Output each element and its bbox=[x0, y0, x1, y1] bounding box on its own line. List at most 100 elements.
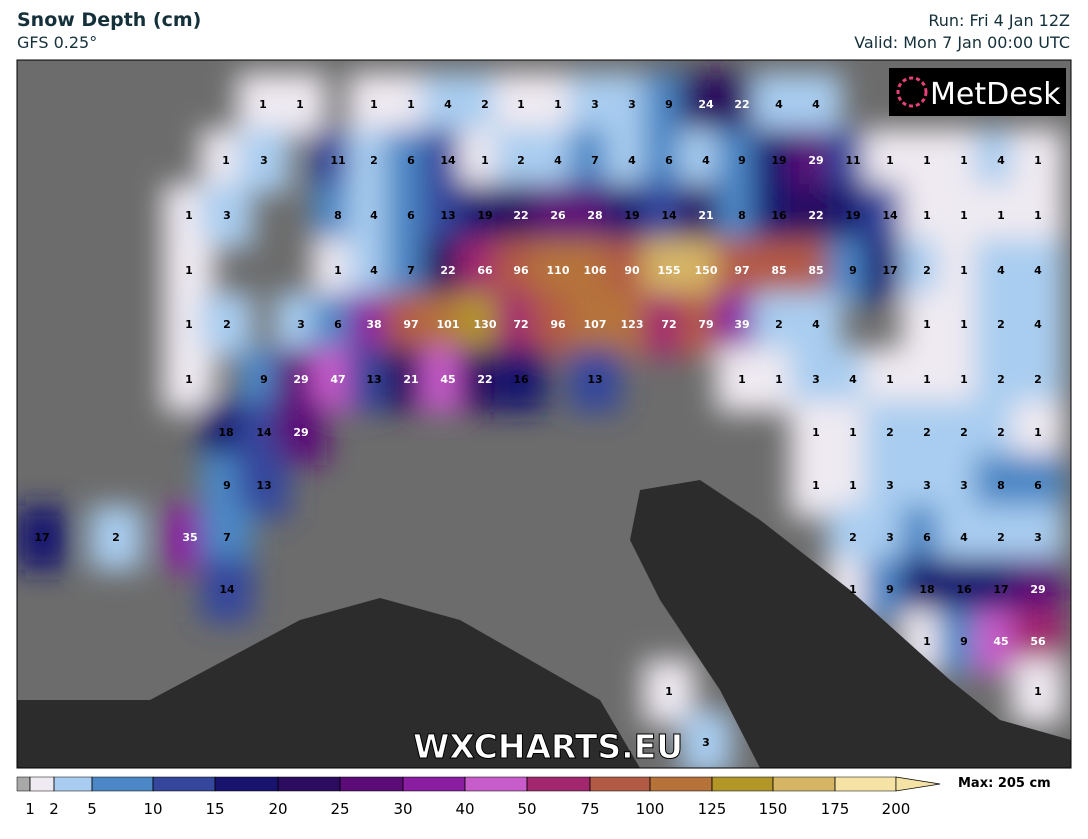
snow-cell bbox=[790, 73, 842, 137]
depth-label: 4 bbox=[812, 318, 820, 331]
depth-label: 2 bbox=[997, 318, 1005, 331]
depth-label: 3 bbox=[923, 479, 931, 492]
colorbar-segment bbox=[526, 776, 591, 792]
colorbar-under bbox=[16, 776, 31, 792]
depth-label: 6 bbox=[407, 209, 415, 222]
depth-label: 45 bbox=[993, 635, 1008, 648]
snow-cell bbox=[1012, 660, 1064, 724]
depth-label: 29 bbox=[808, 154, 823, 167]
depth-label: 39 bbox=[734, 318, 749, 331]
depth-label: 1 bbox=[960, 318, 968, 331]
depth-label: 21 bbox=[698, 209, 713, 222]
depth-label: 4 bbox=[960, 531, 968, 544]
depth-label: 17 bbox=[882, 264, 897, 277]
depth-label: 1 bbox=[185, 373, 193, 386]
depth-label: 47 bbox=[330, 373, 345, 386]
depth-label: 3 bbox=[260, 154, 268, 167]
depth-label: 1 bbox=[960, 373, 968, 386]
depth-label: 4 bbox=[775, 98, 783, 111]
depth-label: 22 bbox=[808, 209, 823, 222]
max-label: Max: 205 cm bbox=[958, 776, 1051, 791]
depth-label: 1 bbox=[849, 583, 857, 596]
depth-label: 1 bbox=[849, 479, 857, 492]
snow-cell bbox=[1012, 129, 1064, 193]
colorbar-tick-label: 100 bbox=[636, 800, 665, 818]
snow-cell bbox=[238, 129, 290, 193]
depth-label: 1 bbox=[1034, 154, 1042, 167]
colorbar-tick-label: 175 bbox=[821, 800, 850, 818]
title: Snow Depth (cm) bbox=[17, 9, 201, 31]
depth-label: 14 bbox=[661, 209, 677, 222]
depth-label: 155 bbox=[658, 264, 681, 277]
colorbar-tick-label: 30 bbox=[393, 800, 412, 818]
depth-label: 3 bbox=[960, 479, 968, 492]
depth-label: 9 bbox=[849, 264, 857, 277]
depth-label: 79 bbox=[698, 318, 713, 331]
depth-label: 13 bbox=[587, 373, 602, 386]
depth-label: 19 bbox=[845, 209, 860, 222]
depth-label: 110 bbox=[547, 264, 570, 277]
colorbar-segment bbox=[649, 776, 713, 792]
depth-label: 1 bbox=[334, 264, 342, 277]
depth-label: 3 bbox=[591, 98, 599, 111]
depth-label: 85 bbox=[771, 264, 786, 277]
depth-label: 22 bbox=[440, 264, 455, 277]
depth-label: 1 bbox=[886, 154, 894, 167]
valid: Valid: Mon 7 Jan 00:00 UTC bbox=[854, 33, 1070, 52]
depth-label: 2 bbox=[517, 154, 525, 167]
colorbar-segment bbox=[214, 776, 279, 792]
depth-label: 8 bbox=[334, 209, 342, 222]
snow-cell bbox=[201, 558, 253, 622]
depth-label: 2 bbox=[923, 426, 931, 439]
depth-label: 3 bbox=[812, 373, 820, 386]
colorbar-tick-label: 150 bbox=[759, 800, 788, 818]
depth-label: 2 bbox=[775, 318, 783, 331]
depth-label: 21 bbox=[403, 373, 418, 386]
depth-label: 9 bbox=[960, 635, 968, 648]
depth-label: 4 bbox=[554, 154, 562, 167]
snow-cell bbox=[790, 293, 842, 357]
depth-label: 1 bbox=[812, 426, 820, 439]
colorbar-arrow bbox=[895, 776, 941, 792]
snow-cell bbox=[274, 73, 326, 137]
depth-label: 1 bbox=[517, 98, 525, 111]
depth-label: 1 bbox=[185, 318, 193, 331]
depth-label: 38 bbox=[366, 318, 381, 331]
depth-label: 9 bbox=[738, 154, 746, 167]
depth-label: 130 bbox=[474, 318, 497, 331]
depth-label: 16 bbox=[513, 373, 529, 386]
depth-label: 6 bbox=[923, 531, 931, 544]
depth-label: 3 bbox=[628, 98, 636, 111]
depth-label: 4 bbox=[997, 264, 1005, 277]
depth-label: 4 bbox=[702, 154, 710, 167]
depth-label: 3 bbox=[1034, 531, 1042, 544]
labels: 1 1 1 1 4 2 1 1 3 3 9 24 22 4 41 3 11 2 6 14 1 2 4 7 4 6 4 9 19 29 11 1… bbox=[34, 98, 1046, 749]
depth-label: 1 bbox=[923, 635, 931, 648]
depth-label: 1 bbox=[923, 373, 931, 386]
logo: MetDesk bbox=[930, 77, 1061, 112]
depth-label: 123 bbox=[621, 318, 644, 331]
depth-label: 1 bbox=[738, 373, 746, 386]
depth-label: 1 bbox=[554, 98, 562, 111]
depth-label: 9 bbox=[223, 479, 231, 492]
depth-label: 9 bbox=[886, 583, 894, 596]
depth-label: 3 bbox=[223, 209, 231, 222]
depth-label: 97 bbox=[734, 264, 749, 277]
colorbar-tick-label: 20 bbox=[268, 800, 287, 818]
colorbar-segment bbox=[152, 776, 216, 792]
depth-label: 3 bbox=[886, 479, 894, 492]
snow-cell bbox=[1012, 239, 1064, 303]
depth-label: 13 bbox=[440, 209, 455, 222]
watermark: WXCHARTS.EU bbox=[413, 727, 683, 766]
depth-label: 45 bbox=[440, 373, 455, 386]
colorbar-tick-label: 2 bbox=[49, 800, 59, 818]
snow-cell bbox=[569, 348, 621, 412]
colorbar-segment bbox=[589, 776, 651, 792]
colorbar-segment bbox=[91, 776, 154, 792]
depth-label: 1 bbox=[1034, 685, 1042, 698]
map: 1 1 1 1 4 2 1 1 3 3 9 24 22 4 41 3 11 2 6 14 1 2 4 7 4 6 4 9 19 29 11 1… bbox=[17, 60, 1071, 768]
depth-label: 7 bbox=[407, 264, 415, 277]
run: Run: Fri 4 Jan 12Z bbox=[928, 11, 1070, 30]
depth-label: 1 bbox=[481, 154, 489, 167]
logo-box bbox=[889, 68, 1066, 116]
